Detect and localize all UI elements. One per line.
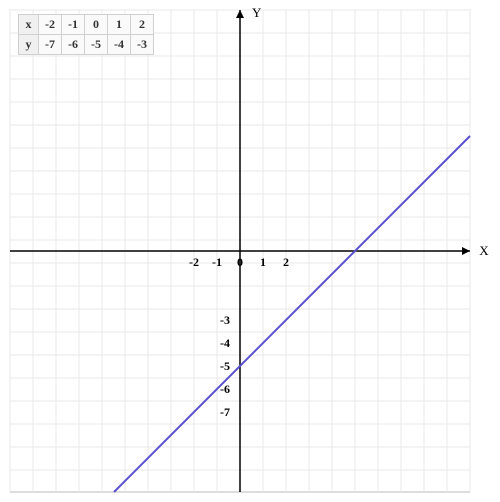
table-cell: -3 [131, 35, 154, 55]
table-cell-y-header: y [19, 35, 39, 55]
table-cell: 0 [85, 15, 108, 35]
table-cell: -6 [62, 35, 85, 55]
table-cell: -7 [39, 35, 62, 55]
y-tick-label: -4 [220, 336, 230, 350]
table-row: x -2 -1 0 1 2 [19, 15, 154, 35]
table-cell: -4 [108, 35, 131, 55]
table-cell: 2 [131, 15, 154, 35]
table-cell-x-header: x [19, 15, 39, 35]
table-row: y -7 -6 -5 -4 -3 [19, 35, 154, 55]
x-tick-label: 2 [283, 255, 289, 269]
table-cell: 1 [108, 15, 131, 35]
table-cell: -1 [62, 15, 85, 35]
table-cell: -2 [39, 15, 62, 35]
chart-svg: XY-2-1012-3-4-5-6-7 [0, 0, 500, 502]
x-tick-label: -1 [212, 255, 222, 269]
y-tick-label: -3 [220, 313, 230, 327]
coordinate-chart: XY-2-1012-3-4-5-6-7 x -2 -1 0 1 2 y -7 -… [0, 0, 500, 502]
y-tick-label: -5 [220, 359, 230, 373]
table-cell: -5 [85, 35, 108, 55]
x-tick-label: 1 [260, 255, 266, 269]
x-tick-label: -2 [189, 255, 199, 269]
y-axis-label: Y [252, 5, 262, 20]
x-axis-label: X [479, 243, 489, 258]
y-tick-label: -7 [220, 405, 230, 419]
x-tick-label: 0 [237, 255, 243, 269]
xy-data-table: x -2 -1 0 1 2 y -7 -6 -5 -4 -3 [18, 14, 154, 55]
